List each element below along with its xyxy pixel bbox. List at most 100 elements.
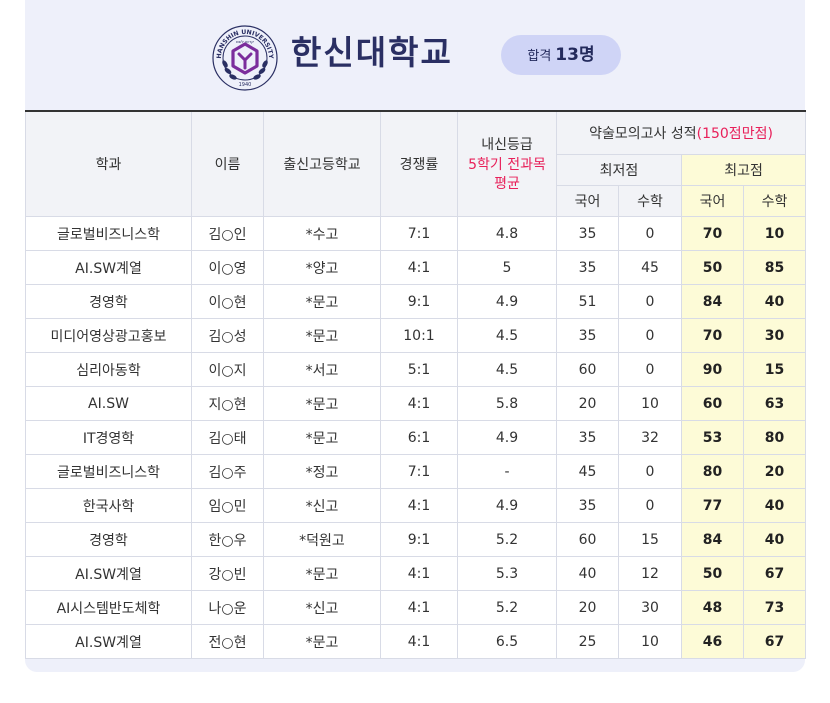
cell-school: *문고 bbox=[263, 624, 381, 659]
cell-max-math: 63 bbox=[742, 386, 807, 421]
admission-results-table: 학과 이름 출신고등학교 경쟁률 내신등급 5학기 전과목 평균 약술모의고사 … bbox=[25, 110, 807, 659]
table-row: IT경영학 김○태 *문고 6:1 4.9 35 32 53 80 bbox=[25, 420, 807, 455]
cell-max-korean: 50 bbox=[681, 250, 744, 285]
cell-max-math: 40 bbox=[742, 522, 807, 557]
cell-grade: 5.2 bbox=[457, 590, 557, 625]
cell-max-korean: 84 bbox=[681, 284, 744, 319]
cell-competition: 7:1 bbox=[380, 454, 458, 489]
table-row: 한국사학 임○민 *신고 4:1 4.9 35 0 77 40 bbox=[25, 488, 807, 523]
cell-grade: 5.2 bbox=[457, 522, 557, 557]
header-max-score: 최고점 bbox=[680, 154, 807, 186]
cell-department: IT경영학 bbox=[25, 420, 192, 455]
cell-max-korean: 70 bbox=[681, 216, 744, 251]
pass-count: 13명 bbox=[555, 45, 595, 65]
cell-department: 심리아동학 bbox=[25, 352, 192, 387]
cell-grade: 4.5 bbox=[457, 352, 557, 387]
cell-max-korean: 46 bbox=[681, 624, 744, 659]
cell-competition: 4:1 bbox=[380, 590, 458, 625]
cell-name: 김○인 bbox=[191, 216, 264, 251]
cell-name: 이○지 bbox=[191, 352, 264, 387]
cell-competition: 5:1 bbox=[380, 352, 458, 387]
cell-name: 김○주 bbox=[191, 454, 264, 489]
header-mock-note: (150점만점) bbox=[696, 126, 773, 142]
cell-school: *문고 bbox=[263, 284, 381, 319]
cell-grade: 6.5 bbox=[457, 624, 557, 659]
seal-inner-text: קדשו לשם bbox=[236, 39, 254, 44]
cell-max-korean: 77 bbox=[681, 488, 744, 523]
table-row: AI.SW계열 이○영 *양고 4:1 5 35 45 50 85 bbox=[25, 250, 807, 285]
header-school: 출신고등학교 bbox=[263, 110, 381, 217]
cell-min-korean: 35 bbox=[556, 488, 619, 523]
cell-grade: 4.9 bbox=[457, 488, 557, 523]
cell-department: 한국사학 bbox=[25, 488, 192, 523]
header-name: 이름 bbox=[191, 110, 264, 217]
table-row: 글로벌비즈니스학 김○인 *수고 7:1 4.8 35 0 70 10 bbox=[25, 216, 807, 251]
university-seal-icon: HANSHIN UNIVERSITY קדשו לשם 1940 bbox=[212, 25, 278, 91]
cell-max-korean: 90 bbox=[681, 352, 744, 387]
cell-min-math: 10 bbox=[618, 624, 682, 659]
cell-max-korean: 50 bbox=[681, 556, 744, 591]
cell-max-math: 67 bbox=[742, 624, 807, 659]
cell-department: 글로벌비즈니스학 bbox=[25, 216, 192, 251]
card-header: HANSHIN UNIVERSITY קדשו לשם 1940 한신대학교 합… bbox=[25, 0, 805, 110]
cell-school: *서고 bbox=[263, 352, 381, 387]
cell-grade: 4.9 bbox=[457, 420, 557, 455]
cell-name: 지○현 bbox=[191, 386, 264, 421]
pass-count-badge: 합격 13명 bbox=[501, 35, 621, 75]
cell-min-math: 30 bbox=[618, 590, 682, 625]
table-row: 경영학 한○우 *덕원고 9:1 5.2 60 15 84 40 bbox=[25, 522, 807, 557]
cell-competition: 4:1 bbox=[380, 624, 458, 659]
cell-min-korean: 35 bbox=[556, 420, 619, 455]
cell-grade: - bbox=[457, 454, 557, 489]
cell-department: AI.SW계열 bbox=[25, 624, 192, 659]
cell-grade: 5 bbox=[457, 250, 557, 285]
cell-min-korean: 40 bbox=[556, 556, 619, 591]
cell-min-math: 32 bbox=[618, 420, 682, 455]
header-min-score: 최저점 bbox=[556, 154, 682, 186]
header-grade-note: 5학기 전과목 평균 bbox=[468, 157, 546, 192]
cell-grade: 5.3 bbox=[457, 556, 557, 591]
cell-name: 이○현 bbox=[191, 284, 264, 319]
table-row: AI.SW계열 강○빈 *문고 4:1 5.3 40 12 50 67 bbox=[25, 556, 807, 591]
cell-max-math: 10 bbox=[742, 216, 807, 251]
cell-competition: 9:1 bbox=[380, 522, 458, 557]
table-row: AI시스템반도체학 나○운 *신고 4:1 5.2 20 30 48 73 bbox=[25, 590, 807, 625]
header-min-korean: 국어 bbox=[556, 185, 619, 217]
header-mock-title: 약술모의고사 성적 bbox=[589, 126, 697, 142]
cell-name: 한○우 bbox=[191, 522, 264, 557]
cell-school: *문고 bbox=[263, 556, 381, 591]
header-mock-exam: 약술모의고사 성적(150점만점) bbox=[555, 110, 807, 155]
cell-min-korean: 35 bbox=[556, 216, 619, 251]
cell-grade: 4.8 bbox=[457, 216, 557, 251]
header-min-math: 수학 bbox=[618, 185, 682, 217]
cell-min-math: 0 bbox=[618, 318, 682, 353]
cell-department: AI.SW계열 bbox=[25, 250, 192, 285]
table-row: 경영학 이○현 *문고 9:1 4.9 51 0 84 40 bbox=[25, 284, 807, 319]
cell-min-math: 45 bbox=[618, 250, 682, 285]
cell-school: *신고 bbox=[263, 590, 381, 625]
cell-grade: 4.9 bbox=[457, 284, 557, 319]
cell-min-math: 12 bbox=[618, 556, 682, 591]
header-department: 학과 bbox=[25, 110, 192, 217]
cell-min-korean: 45 bbox=[556, 454, 619, 489]
cell-grade: 5.8 bbox=[457, 386, 557, 421]
cell-max-math: 67 bbox=[742, 556, 807, 591]
cell-name: 강○빈 bbox=[191, 556, 264, 591]
header-grade: 내신등급 5학기 전과목 평균 bbox=[457, 110, 557, 217]
table-row: AI.SW계열 전○현 *문고 4:1 6.5 25 10 46 67 bbox=[25, 624, 807, 659]
cell-max-math: 20 bbox=[742, 454, 807, 489]
cell-name: 임○민 bbox=[191, 488, 264, 523]
cell-department: AI시스템반도체학 bbox=[25, 590, 192, 625]
cell-max-math: 73 bbox=[742, 590, 807, 625]
cell-department: AI.SW계열 bbox=[25, 556, 192, 591]
table-row: AI.SW 지○현 *문고 4:1 5.8 20 10 60 63 bbox=[25, 386, 807, 421]
cell-min-korean: 20 bbox=[556, 386, 619, 421]
cell-max-korean: 53 bbox=[681, 420, 744, 455]
cell-min-math: 0 bbox=[618, 216, 682, 251]
cell-max-korean: 70 bbox=[681, 318, 744, 353]
cell-min-math: 0 bbox=[618, 488, 682, 523]
cell-min-korean: 60 bbox=[556, 352, 619, 387]
cell-school: *정고 bbox=[263, 454, 381, 489]
cell-min-korean: 20 bbox=[556, 590, 619, 625]
cell-department: 경영학 bbox=[25, 284, 192, 319]
